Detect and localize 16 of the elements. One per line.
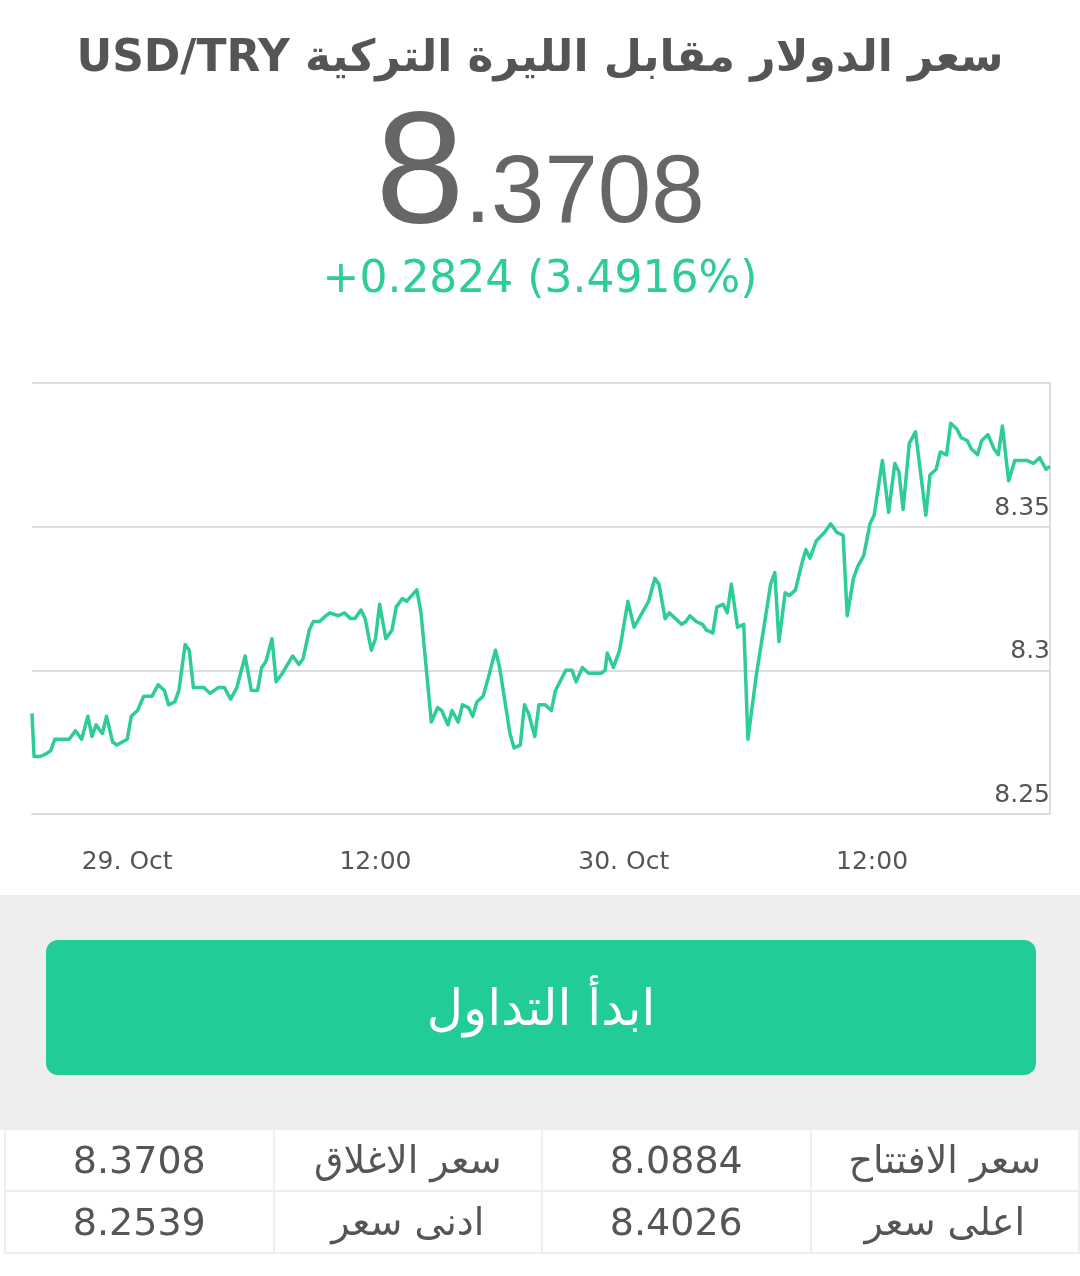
text: اعلى سعر <box>810 1191 1079 1253</box>
y-tick-label: 8.3 <box>1010 635 1050 665</box>
text: 8.3708 <box>5 1129 274 1191</box>
text: 8.0884 <box>542 1129 811 1191</box>
y-tick-label: 8.35 <box>994 491 1050 521</box>
y-tick-label: 8.25 <box>994 779 1050 808</box>
text: ادنى سعر <box>273 1191 542 1253</box>
text: 8.2539 <box>5 1191 274 1253</box>
x-tick-label: 12:00 <box>836 846 909 875</box>
text: سعر الاغلاق <box>273 1129 542 1191</box>
text: سعر الافتتاح <box>810 1129 1079 1191</box>
text: +0.2824 (3.4916%) <box>321 251 759 302</box>
text: 8.4026 <box>542 1191 811 1253</box>
x-tick-label: 29. Oct <box>81 846 173 875</box>
x-tick-label: 30. Oct <box>578 846 670 875</box>
x-tick-label: 12:00 <box>339 846 412 875</box>
